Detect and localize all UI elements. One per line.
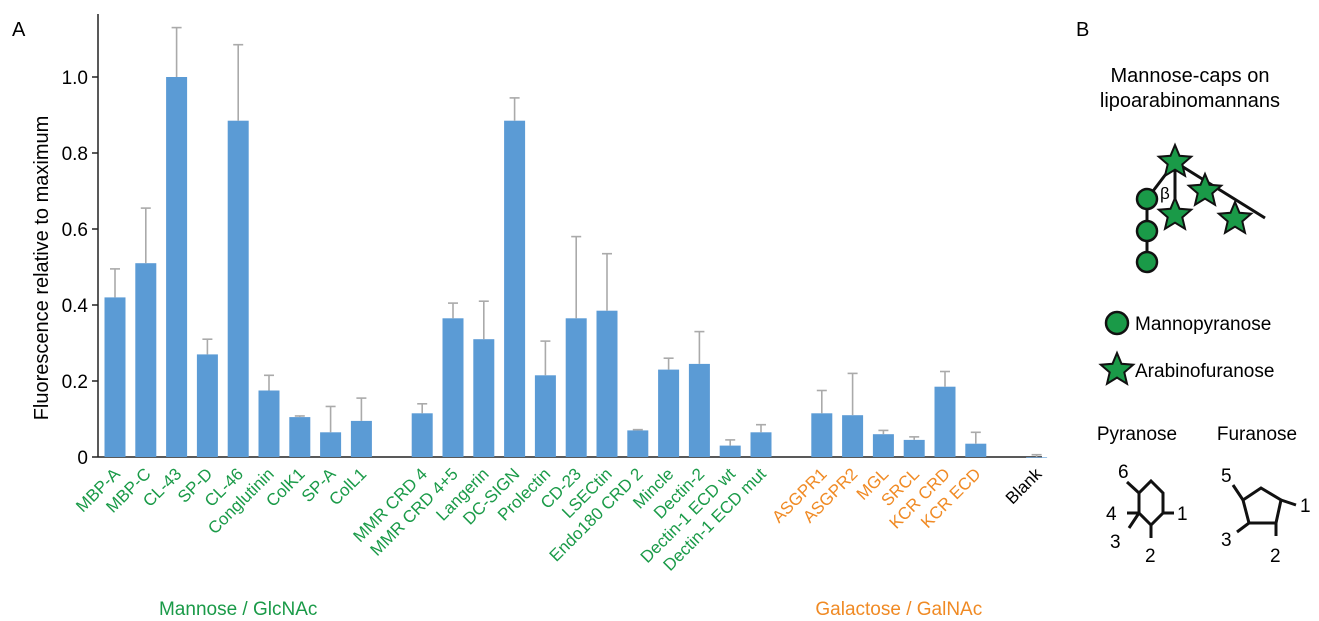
arabinofuranose-star-icon <box>1186 171 1224 207</box>
panel-b-glycan-key: Mannose-caps on lipoarabinomannans β Man… <box>1097 65 1311 567</box>
bar <box>350 420 372 457</box>
furanose-position-3: 3 <box>1221 530 1232 551</box>
glycan-title-line2: lipoarabinomannans <box>1100 90 1280 112</box>
y-tick-label: 0.4 <box>62 296 89 317</box>
bar <box>627 430 649 457</box>
bar <box>934 386 956 457</box>
bar <box>104 297 126 457</box>
bar <box>442 318 464 457</box>
bar <box>258 390 280 457</box>
mannopyranose-circle-icon <box>1135 187 1159 211</box>
mannopyranose-circle-icon <box>1104 310 1130 336</box>
beta-linkage-label: β <box>1160 184 1170 203</box>
bar <box>411 413 433 457</box>
bar <box>473 339 495 457</box>
pyranose-position-1: 1 <box>1177 504 1188 525</box>
bar <box>320 432 342 457</box>
arabinofuranose-star-icon <box>1156 195 1194 231</box>
panel-b-label: B <box>1076 19 1089 41</box>
group-label: Galactose / GalNAc <box>815 599 982 620</box>
bar <box>688 363 710 457</box>
bar <box>811 413 833 457</box>
bar <box>1026 457 1048 458</box>
pyranose-title: Pyranose <box>1097 424 1177 445</box>
y-axis-label: Fluorescence relative to maximum <box>31 116 53 421</box>
bar <box>166 77 188 457</box>
arabinofuranose-star-icon <box>1216 199 1254 235</box>
furanose-position-5: 5 <box>1221 466 1232 487</box>
y-axis: 0 0.2 0.4 0.6 0.8 1.0 <box>62 14 1042 469</box>
furanose-position-2: 2 <box>1270 546 1281 567</box>
bar <box>289 417 311 457</box>
mannopyranose-circle-icon <box>1135 219 1159 243</box>
bar <box>750 432 772 457</box>
mannopyranose-circle-icon <box>1135 250 1159 274</box>
pyranose-position-2: 2 <box>1145 546 1156 567</box>
bar <box>965 443 987 457</box>
lipoarabinomannan-cap-structure: β <box>1135 142 1266 274</box>
furanose-title: Furanose <box>1217 424 1297 445</box>
y-tick-label: 0.8 <box>62 144 88 165</box>
pyranose-position-6: 6 <box>1118 462 1129 483</box>
glycan-legend: Mannopyranose Arabinofuranose <box>1098 310 1274 386</box>
bar <box>842 415 864 457</box>
bar <box>196 354 218 457</box>
legend-label: Mannopyranose <box>1135 314 1271 335</box>
bar <box>565 318 587 457</box>
pyranose-ring: 6 4 3 2 1 <box>1106 462 1188 567</box>
y-tick-label: 1.0 <box>62 68 88 89</box>
bar <box>872 434 894 457</box>
x-tick-label: Blank <box>1002 464 1046 508</box>
legend-label: Arabinofuranose <box>1135 361 1274 382</box>
bar <box>658 369 680 457</box>
group-labels: Mannose / GlcNAc Galactose / GalNAc <box>159 599 982 620</box>
y-tick-label: 0.2 <box>62 372 88 393</box>
y-tick-label: 0.6 <box>62 220 88 241</box>
panel-a-label: A <box>12 19 26 41</box>
furanose-position-1: 1 <box>1300 496 1311 517</box>
bar <box>719 445 741 457</box>
bar <box>135 263 157 457</box>
arabinofuranose-star-icon <box>1098 350 1136 386</box>
bar-chart: Fluorescence relative to maximum 0 0.2 0.4… <box>31 14 1048 620</box>
bar <box>227 120 249 457</box>
pyranose-position-4: 4 <box>1106 504 1117 525</box>
bar <box>504 120 526 457</box>
group-label: Mannose / GlcNAc <box>159 599 317 620</box>
pyranose-position-3: 3 <box>1110 532 1121 553</box>
furanose-ring: 5 3 2 1 <box>1221 466 1311 567</box>
arabinofuranose-star-icon <box>1156 142 1194 178</box>
glycan-title-line1: Mannose-caps on <box>1111 65 1270 87</box>
y-tick-label: 0 <box>77 448 88 469</box>
bar <box>903 439 925 457</box>
bars <box>104 26 1048 458</box>
bar <box>534 375 556 457</box>
bar <box>596 310 618 457</box>
x-tick-labels: MBP-AMBP-CCL-43SP-DCL-46ConglutininColK1… <box>72 464 1045 575</box>
